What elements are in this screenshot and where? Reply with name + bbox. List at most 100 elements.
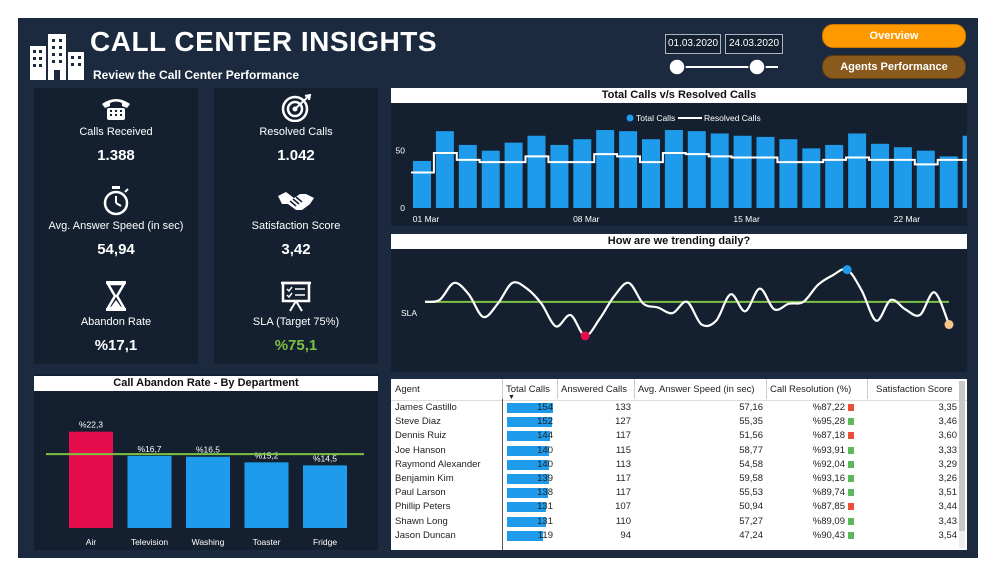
bar-department — [186, 456, 230, 528]
status-flag-icon — [848, 517, 854, 525]
kpi-value: 1.388 — [97, 147, 135, 164]
bar-total-calls — [458, 144, 477, 208]
status-flag-icon — [848, 489, 854, 497]
table-row[interactable]: Phillip Peters 131 107 50,94 %87,85 3,44 — [391, 500, 967, 514]
x-tick-label: 08 Mar — [573, 214, 600, 224]
hourglass-icon — [105, 281, 127, 311]
resolution-text: %89,74 — [812, 487, 845, 499]
agent-name: Jason Duncan — [395, 529, 456, 541]
kpi-tile-right — [214, 88, 378, 364]
answered-calls-value: 117 — [615, 473, 631, 484]
bar-total-calls — [893, 147, 912, 208]
category-label-line: Conditioner — [69, 548, 113, 550]
bar-total-calls — [596, 130, 615, 208]
table-row[interactable]: Dennis Ruiz 144 117 51,56 %87,18 3,60 — [391, 429, 967, 443]
status-flag-icon — [848, 403, 854, 411]
column-header-call-resolution[interactable]: Call Resolution (%) — [770, 384, 852, 395]
column-header-satisfaction-score[interactable]: Satisfaction Score — [876, 384, 953, 395]
kpi-value: 1.042 — [277, 147, 315, 164]
call-resolution-value: %92,04 — [813, 459, 854, 470]
avg-speed-value: 54,58 — [739, 458, 763, 470]
total-calls-value: 154 — [537, 402, 553, 413]
bar-total-calls — [619, 131, 638, 208]
resolution-text: %95,28 — [812, 416, 845, 428]
target-icon — [281, 94, 312, 122]
bar-total-calls — [756, 136, 775, 208]
chart-title: Total Calls v/s Resolved Calls — [391, 88, 967, 103]
date-start-input[interactable]: 01.03.2020 — [665, 34, 721, 54]
total-calls-bar — [507, 417, 553, 428]
agent-name: Dennis Ruiz — [395, 430, 447, 442]
avg-speed-value: 57,27 — [739, 515, 763, 527]
total-calls-value: 152 — [537, 416, 553, 428]
kpi-label: Resolved Calls — [259, 126, 333, 138]
bar-total-calls — [664, 130, 683, 208]
legend-label-resolved-calls: Resolved Calls — [704, 113, 761, 123]
bar-total-calls — [642, 139, 660, 208]
bar-department — [127, 455, 172, 528]
phone-icon — [102, 99, 130, 120]
resolution-text: %93,91 — [812, 444, 845, 456]
category-label: AirConditioner — [69, 537, 113, 550]
scrollbar-thumb[interactable] — [959, 381, 965, 531]
total-calls-value: 140 — [537, 458, 553, 470]
satisfaction-value: 3,35 — [938, 402, 958, 413]
answered-calls-value: 94 — [620, 529, 631, 541]
abandon-rate-chart: %22,3 AirConditioner %16,7 Television %16,5 W… — [46, 420, 364, 550]
answered-calls-value: 110 — [615, 515, 631, 527]
total-calls-value: 140 — [537, 444, 553, 456]
bar-total-calls — [573, 139, 592, 208]
table-row[interactable]: Joe Hanson 140 115 58,77 %93,91 3,33 — [391, 444, 967, 458]
avg-speed-value: 51,56 — [739, 430, 763, 442]
kpi-tile-left — [34, 88, 198, 364]
column-header-total-calls[interactable]: Total Calls — [506, 384, 550, 395]
kpi-abandon-rate: Abandon Rate %17,1 — [34, 280, 198, 354]
total-calls-value: 131 — [537, 501, 553, 513]
avg-speed-value: 47,24 — [739, 529, 763, 541]
satisfaction-value: 3,46 — [938, 416, 958, 428]
bar-total-calls — [687, 131, 706, 208]
total-calls-value: 144 — [537, 430, 553, 442]
date-end-input[interactable]: 24.03.2020 — [725, 34, 783, 54]
call-resolution-value: %93,91 — [813, 445, 854, 456]
overview-button[interactable]: Overview — [822, 24, 966, 48]
table-row[interactable]: Shawn Long 131 110 57,27 %89,09 3,43 — [391, 515, 967, 529]
bar-total-calls — [481, 150, 500, 208]
total-calls-bar — [507, 474, 549, 484]
table-scrollbar[interactable] — [959, 381, 965, 548]
bar-total-calls — [413, 160, 431, 208]
column-header-agent[interactable]: Agent — [395, 384, 420, 395]
total-calls-bar — [507, 516, 547, 527]
answered-calls-value: 117 — [615, 430, 631, 442]
slider-handle-start[interactable] — [668, 58, 686, 76]
agents-performance-button[interactable]: Agents Performance — [822, 55, 966, 79]
total-calls-bar — [507, 431, 550, 442]
bar-data-label: %14,5 — [313, 453, 337, 463]
chart-title: How are we trending daily? — [391, 234, 967, 249]
date-range-slider[interactable] — [666, 56, 782, 78]
bar-data-label: %22,3 — [79, 420, 103, 430]
table-row[interactable]: Steve Diaz 152 127 55,35 %95,28 3,46 — [391, 415, 967, 429]
table-row[interactable]: Paul Larson 138 117 55,53 %89,74 3,51 — [391, 486, 967, 500]
handshake-icon — [278, 192, 314, 210]
kpi-label: Calls Received — [79, 126, 153, 138]
column-header-avg-answer-speed[interactable]: Avg. Answer Speed (in sec) — [638, 384, 755, 395]
sort-desc-icon[interactable]: ▼ — [508, 394, 515, 401]
category-label-line: Machine — [192, 548, 224, 550]
kpi-sla: SLA (Target 75%) %75,1 — [214, 280, 378, 354]
table-row[interactable]: Jason Duncan 119 94 47,24 %90,43 3,54 — [391, 529, 967, 543]
table-row[interactable]: Benjamin Kim 139 117 59,58 %93,16 3,26 — [391, 472, 967, 486]
table-row[interactable]: Raymond Alexander 140 113 54,58 %92,04 3,29 — [391, 458, 967, 472]
bar-total-calls — [848, 133, 867, 208]
slider-handle-end[interactable] — [748, 58, 766, 76]
kpi-label: Satisfaction Score — [251, 220, 341, 232]
call-resolution-value: %90,43 — [813, 530, 854, 541]
kpi-label: SLA (Target 75%) — [252, 316, 340, 328]
call-resolution-value: %95,28 — [813, 416, 854, 427]
table-row[interactable]: James Castillo 154 133 57,16 %87,22 3,35 — [391, 401, 967, 415]
column-header-answered-calls[interactable]: Answered Calls — [561, 384, 627, 395]
trending-chart: SLA — [401, 265, 954, 341]
line-resolved-calls — [411, 151, 967, 174]
kpi-resolved-calls: Resolved Calls 1.042 — [214, 94, 378, 164]
chart-title: Call Abandon Rate - By Department — [34, 376, 378, 391]
